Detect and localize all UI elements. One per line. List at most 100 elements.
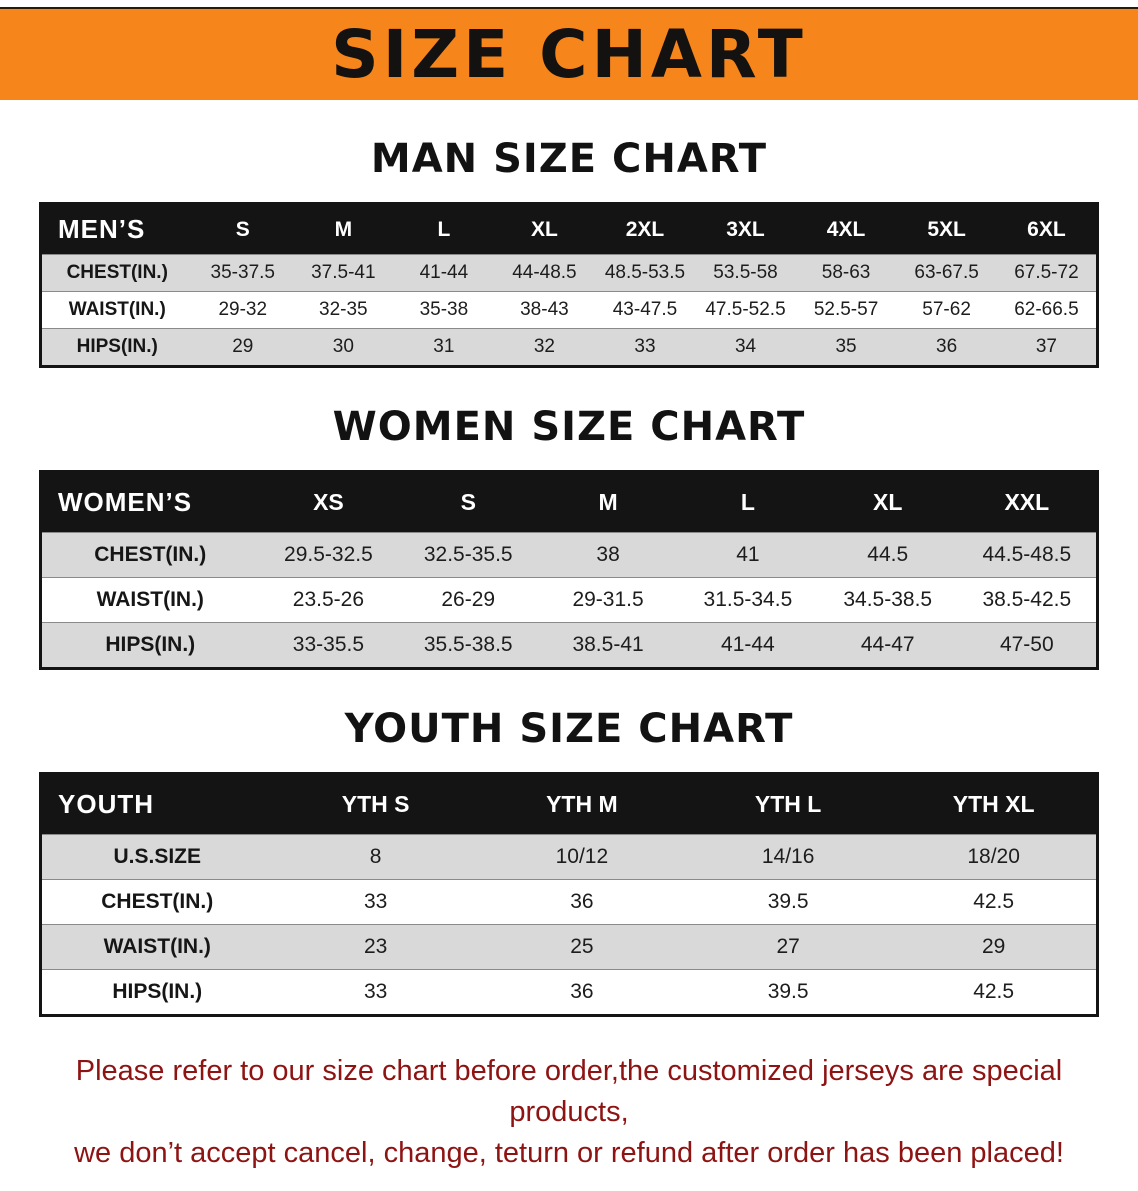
size-value: 29	[891, 924, 1098, 970]
women-size-table: WOMEN’S XS S M L XL XXL CHEST(IN.) 29.5-32.5 32.5…	[39, 470, 1099, 670]
size-column-header: 5XL	[896, 203, 997, 255]
size-value: 33	[272, 879, 479, 925]
size-value: 41	[677, 532, 818, 578]
size-column-header: 3XL	[695, 203, 796, 255]
size-column-header: 4XL	[795, 203, 897, 255]
size-value: 67.5-72	[996, 254, 1098, 292]
size-value: 63-67.5	[896, 254, 997, 292]
row-label: WAIST(IN.)	[40, 924, 273, 970]
size-value: 62-66.5	[996, 291, 1098, 329]
table-row: WAIST(IN.) 29-32 32-35 35-38 38-43 43-47.5 47.…	[40, 291, 1098, 329]
size-column-header: M	[293, 203, 394, 255]
table-row: WAIST(IN.) 23.5-26 26-29 29-31.5 31.5-34.5 34…	[40, 577, 1098, 623]
size-value: 44-47	[817, 622, 958, 669]
row-label: U.S.SIZE	[40, 834, 273, 880]
size-value: 14/16	[685, 834, 892, 880]
size-value: 37.5-41	[293, 254, 394, 292]
header-row: MEN’S S M L XL 2XL 3XL 4XL 5XL 6XL	[40, 203, 1098, 255]
size-value: 48.5-53.5	[594, 254, 696, 292]
size-value: 27	[685, 924, 892, 970]
size-column-header: YTH L	[685, 773, 892, 835]
men-size-table: MEN’S S M L XL 2XL 3XL 4XL 5XL 6XL CHEST(IN.) 35-37…	[39, 202, 1099, 368]
size-value: 37	[996, 328, 1098, 367]
youth-section-title: YOUTH SIZE CHART	[344, 706, 794, 752]
size-value: 58-63	[795, 254, 897, 292]
size-value: 29	[192, 328, 294, 367]
table-row: CHEST(IN.) 35-37.5 37.5-41 41-44 44-48.5 48.5…	[40, 254, 1098, 292]
size-value: 29-31.5	[538, 577, 678, 623]
size-column-header: YTH XL	[891, 773, 1098, 835]
size-value: 44.5	[817, 532, 958, 578]
page-title: SIZE CHART	[331, 16, 807, 93]
size-column-header: 6XL	[996, 203, 1098, 255]
table-row: CHEST(IN.) 29.5-32.5 32.5-35.5 38 41 44.5 44.5…	[40, 532, 1098, 578]
men-size-section: MAN SIZE CHART MEN’S S M L XL 2XL 3XL 4XL 5XL 6XL…	[0, 136, 1138, 368]
header-row: YOUTH YTH S YTH M YTH L YTH XL	[40, 773, 1098, 835]
size-value: 36	[896, 328, 997, 367]
size-value: 39.5	[685, 969, 892, 1016]
row-label: WAIST(IN.)	[40, 577, 259, 623]
size-column-header: XXL	[957, 471, 1098, 533]
women-size-section: WOMEN SIZE CHART WOMEN’S XS S M L XL XXL CHEST(…	[0, 404, 1138, 670]
size-value: 53.5-58	[695, 254, 796, 292]
size-value: 44.5-48.5	[957, 532, 1098, 578]
size-value: 35-38	[393, 291, 495, 329]
size-value: 41-44	[393, 254, 495, 292]
size-column-header: S	[192, 203, 294, 255]
size-value: 41-44	[677, 622, 818, 669]
size-value: 32	[494, 328, 595, 367]
size-value: 35-37.5	[192, 254, 294, 292]
size-column-header: XL	[494, 203, 595, 255]
size-value: 38.5-42.5	[957, 577, 1098, 623]
row-label: HIPS(IN.)	[40, 328, 193, 367]
size-value: 38.5-41	[538, 622, 678, 669]
size-value: 33	[272, 969, 479, 1016]
size-value: 8	[272, 834, 479, 880]
size-value: 47.5-52.5	[695, 291, 796, 329]
size-value: 31.5-34.5	[677, 577, 818, 623]
table-label-header: YOUTH	[40, 773, 273, 835]
size-value: 29.5-32.5	[258, 532, 399, 578]
row-label: CHEST(IN.)	[40, 879, 273, 925]
table-row: WAIST(IN.) 23 25 27 29	[40, 924, 1098, 970]
notice-line-2: we don’t accept cancel, change, teturn o…	[74, 1137, 1064, 1170]
size-value: 26-29	[398, 577, 539, 623]
footer-notice: Please refer to our size chart before or…	[16, 1051, 1122, 1175]
size-value: 35.5-38.5	[398, 622, 539, 669]
size-value: 36	[478, 879, 685, 925]
size-value: 34	[695, 328, 796, 367]
size-value: 32-35	[293, 291, 394, 329]
size-column-header: S	[398, 471, 539, 533]
table-row: HIPS(IN.) 33-35.5 35.5-38.5 38.5-41 41-44 44-…	[40, 622, 1098, 669]
table-label-header: MEN’S	[40, 203, 193, 255]
table-label-header: WOMEN’S	[40, 471, 259, 533]
size-value: 25	[478, 924, 685, 970]
size-column-header: 2XL	[594, 203, 696, 255]
row-label: CHEST(IN.)	[40, 254, 193, 292]
size-value: 36	[478, 969, 685, 1016]
size-value: 31	[393, 328, 495, 367]
row-label: HIPS(IN.)	[40, 969, 273, 1016]
size-column-header: L	[393, 203, 495, 255]
row-label: CHEST(IN.)	[40, 532, 259, 578]
size-value: 33	[594, 328, 696, 367]
size-value: 57-62	[896, 291, 997, 329]
size-value: 38	[538, 532, 678, 578]
size-value: 23	[272, 924, 479, 970]
header-row: WOMEN’S XS S M L XL XXL	[40, 471, 1098, 533]
table-row: HIPS(IN.) 29 30 31 32 33 34 35 36 37	[40, 328, 1098, 367]
size-value: 29-32	[192, 291, 294, 329]
table-row: HIPS(IN.) 33 36 39.5 42.5	[40, 969, 1098, 1016]
notice-line-1: Please refer to our size chart before or…	[75, 1055, 1063, 1129]
size-chart-content: MAN SIZE CHART MEN’S S M L XL 2XL 3XL 4XL 5XL 6XL…	[0, 136, 1138, 1017]
size-value: 44-48.5	[494, 254, 595, 292]
size-value: 32.5-35.5	[398, 532, 539, 578]
size-value: 18/20	[891, 834, 1098, 880]
youth-size-section: YOUTH SIZE CHART YOUTH YTH S YTH M YTH L YTH…	[0, 706, 1138, 1017]
size-column-header: YTH M	[478, 773, 685, 835]
size-value: 23.5-26	[258, 577, 399, 623]
women-section-title: WOMEN SIZE CHART	[332, 404, 806, 450]
row-label: HIPS(IN.)	[40, 622, 259, 669]
size-value: 42.5	[891, 969, 1098, 1016]
size-value: 52.5-57	[795, 291, 897, 329]
